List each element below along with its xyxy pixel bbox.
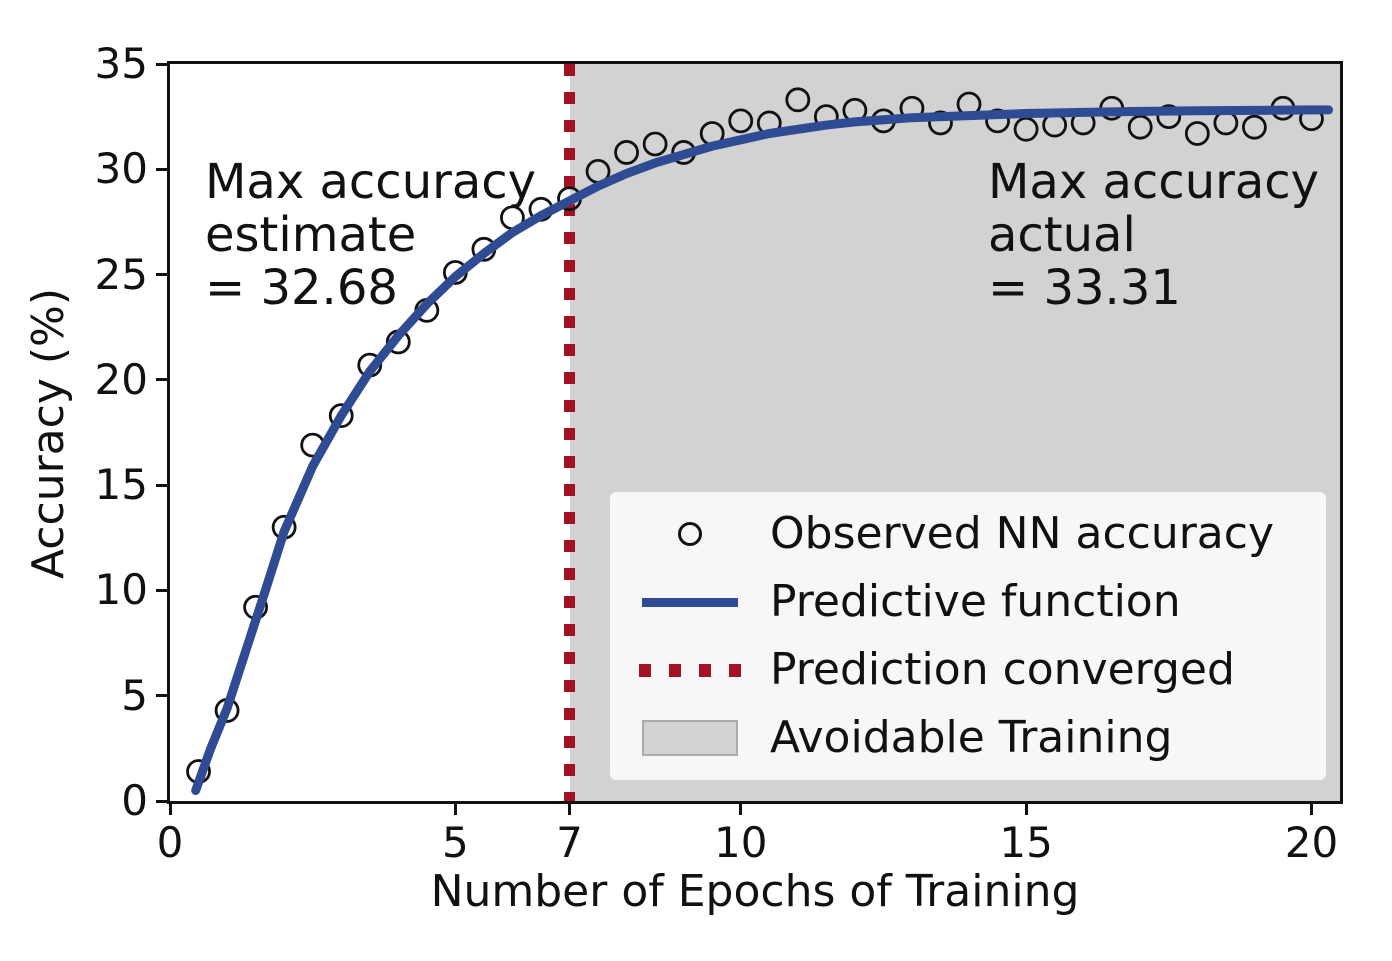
y-tick-mark xyxy=(156,588,170,592)
x-tick-label: 0 xyxy=(156,818,184,867)
legend-swatch-converged xyxy=(610,663,770,677)
solid-line-icon xyxy=(642,597,738,607)
x-tick-label: 15 xyxy=(999,818,1053,867)
y-tick-label: 35 xyxy=(94,39,148,88)
legend-label-observed: Observed NN accuracy xyxy=(770,508,1275,559)
plot-area xyxy=(170,64,1340,801)
max-accuracy-estimate-annotation: Max accuracy estimate = 32.68 xyxy=(205,154,537,316)
legend-label-converged: Prediction converged xyxy=(770,644,1235,695)
observed-point xyxy=(728,108,754,134)
observed-point xyxy=(1156,104,1182,130)
x-tick-label: 10 xyxy=(713,818,768,867)
y-tick-mark xyxy=(156,378,170,382)
y-tick-mark xyxy=(156,62,170,66)
legend-row-avoidable: Avoidable Training xyxy=(610,713,1326,763)
max-accuracy-actual-annotation: Max accuracy actual = 33.31 xyxy=(988,154,1320,316)
legend: Observed NN accuracy Predictive function… xyxy=(608,490,1328,782)
x-tick-label: 20 xyxy=(1284,818,1339,867)
y-tick-label: 30 xyxy=(94,144,148,194)
legend-label-predictive: Predictive function xyxy=(770,576,1181,627)
legend-swatch-observed xyxy=(610,522,770,546)
shaded-region-icon xyxy=(642,720,738,756)
legend-label-avoidable: Avoidable Training xyxy=(770,712,1173,763)
x-tick-label: 7 xyxy=(556,818,583,867)
observed-point xyxy=(785,87,811,113)
observed-point xyxy=(614,140,639,165)
legend-row-converged: Prediction converged xyxy=(610,645,1326,695)
x-axis-label: Number of Epochs of Training xyxy=(430,866,1080,917)
y-tick-mark xyxy=(156,273,170,277)
observed-point xyxy=(1127,114,1153,140)
legend-row-observed: Observed NN accuracy xyxy=(610,509,1326,559)
y-tick-mark xyxy=(156,483,170,487)
legend-row-predictive: Predictive function xyxy=(610,577,1326,627)
plot-canvas xyxy=(186,64,1334,801)
y-tick-label: 10 xyxy=(94,565,148,615)
dotted-line-icon xyxy=(639,663,741,677)
observed-point xyxy=(642,131,668,157)
x-tick-mark xyxy=(453,801,457,815)
y-tick-label: 20 xyxy=(94,354,148,404)
x-tick-mark xyxy=(1309,801,1313,815)
y-tick-mark xyxy=(156,167,170,171)
x-tick-mark xyxy=(1024,801,1028,815)
observed-point xyxy=(1213,110,1239,136)
observed-point xyxy=(985,108,1010,134)
x-tick-mark xyxy=(739,801,743,815)
y-tick-label: 25 xyxy=(94,249,148,299)
legend-swatch-avoidable xyxy=(610,720,770,756)
y-tick-label: 0 xyxy=(121,776,148,825)
x-tick-label: 5 xyxy=(441,818,469,867)
predictive-function-line xyxy=(191,105,1334,795)
open-circle-marker-icon xyxy=(678,522,702,546)
observed-point xyxy=(1184,121,1210,146)
observed-point xyxy=(1241,114,1267,140)
x-tick-mark xyxy=(568,801,571,815)
y-tick-label: 5 xyxy=(121,670,148,720)
observed-point xyxy=(328,403,354,429)
x-tick-mark xyxy=(168,801,172,815)
legend-swatch-predictive xyxy=(610,597,770,607)
observed-point xyxy=(1013,116,1039,142)
observed-point xyxy=(928,110,953,136)
y-tick-mark xyxy=(156,694,170,698)
y-tick-label: 15 xyxy=(94,460,148,510)
y-tick-mark xyxy=(156,799,170,803)
